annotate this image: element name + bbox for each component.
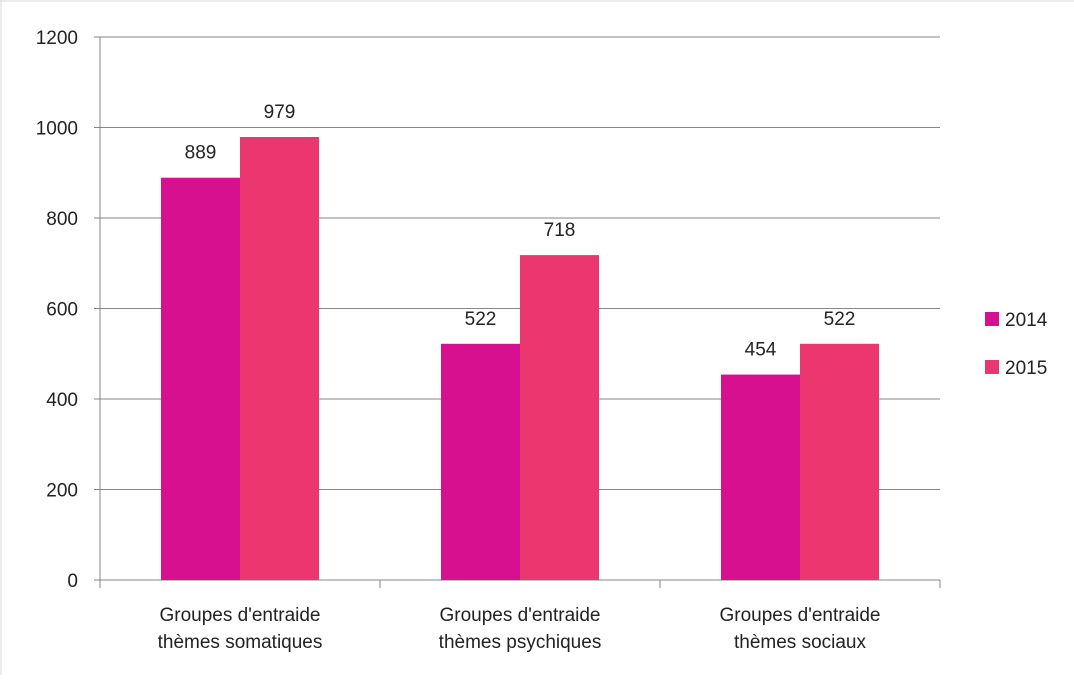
x-tick-label: Groupes d'entraide xyxy=(159,605,320,626)
x-tick-label: thèmes somatiques xyxy=(158,632,323,653)
data-label: 979 xyxy=(264,102,296,123)
x-tick-label: thèmes psychiques xyxy=(439,632,602,653)
data-label: 454 xyxy=(745,340,777,361)
y-tick-label: 1000 xyxy=(36,119,78,140)
legend-swatch-2014 xyxy=(985,312,999,326)
data-label: 889 xyxy=(185,143,217,164)
y-tick-label: 600 xyxy=(46,300,78,321)
y-tick-label: 200 xyxy=(46,481,78,502)
x-tick-label: Groupes d'entraide xyxy=(719,605,880,626)
bar-2014 xyxy=(441,343,520,580)
bars xyxy=(161,137,879,581)
legend-label: 2014 xyxy=(1005,310,1048,331)
y-tick-label: 400 xyxy=(46,390,78,411)
bar-2014 xyxy=(721,374,800,580)
bar-2015 xyxy=(520,255,599,581)
data-label: 522 xyxy=(824,309,856,330)
x-tick-label: Groupes d'entraide xyxy=(439,605,600,626)
data-label: 522 xyxy=(465,309,497,330)
legend-swatch-2015 xyxy=(985,360,999,374)
data-label: 718 xyxy=(544,220,576,241)
bar-2014 xyxy=(161,177,240,581)
y-tick-label: 800 xyxy=(46,209,78,230)
bar-2015 xyxy=(240,137,319,580)
y-tick-label: 0 xyxy=(67,571,78,592)
y-tick-label: 1200 xyxy=(36,28,78,49)
x-tick-label: thèmes sociaux xyxy=(734,632,867,653)
data-labels: 889 979 522 718 454 522 xyxy=(185,102,856,361)
legend-label: 2015 xyxy=(1005,358,1047,379)
legend: 2014 2015 xyxy=(985,310,1048,379)
bar-2015 xyxy=(800,343,879,580)
